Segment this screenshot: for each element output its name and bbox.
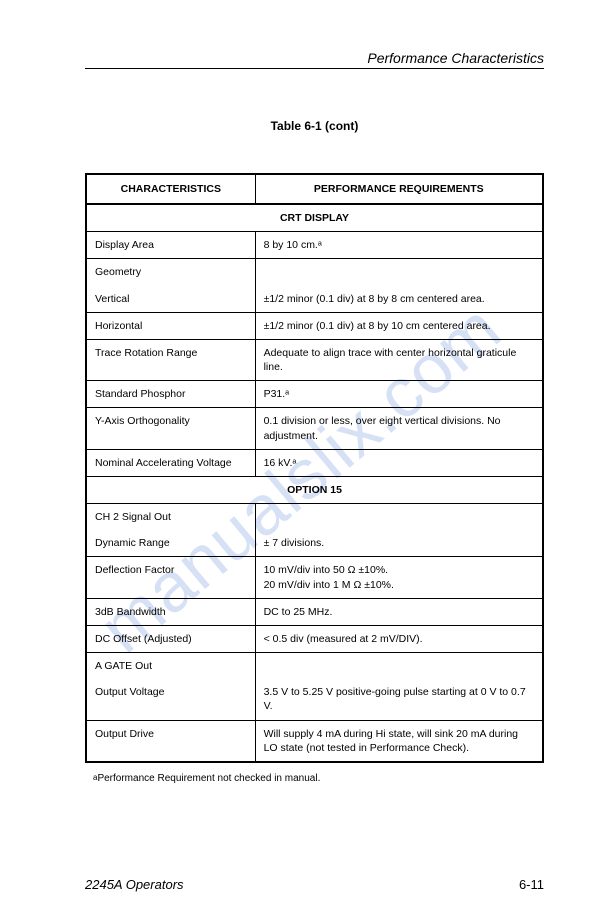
req-cell: 0.1 division or less, over eight vertica… (255, 408, 543, 449)
table-row: Vertical ±1/2 minor (0.1 div) at 8 by 8 … (86, 286, 543, 313)
table-row: Nominal Accelerating Voltage 16 kV.ᵃ (86, 449, 543, 476)
req-cell: ± 7 divisions. (255, 530, 543, 557)
req-cell: Will supply 4 mA during Hi state, will s… (255, 720, 543, 762)
req-cell: 16 kV.ᵃ (255, 449, 543, 476)
req-cell: < 0.5 div (measured at 2 mV/DIV). (255, 625, 543, 652)
footnote: aPerformance Requirement not checked in … (85, 773, 544, 784)
footer-left: 2245A Operators (85, 877, 184, 892)
req-cell: DC to 25 MHz. (255, 598, 543, 625)
page-footer: 2245A Operators 6-11 (85, 877, 544, 892)
table-row: CH 2 Signal Out (86, 504, 543, 531)
table-row: Trace Rotation Range Adequate to align t… (86, 339, 543, 380)
table-row: 3dB Bandwidth DC to 25 MHz. (86, 598, 543, 625)
char-cell: Vertical (86, 286, 255, 313)
table-header-row: CHARACTERISTICS PERFORMANCE REQUIREMENTS (86, 174, 543, 204)
req-cell (255, 653, 543, 680)
table-row: Display Area 8 by 10 cm.ᵃ (86, 232, 543, 259)
table-row: Output Voltage 3.5 V to 5.25 V positive-… (86, 679, 543, 720)
col-characteristics: CHARACTERISTICS (86, 174, 255, 204)
req-cell: ±1/2 minor (0.1 div) at 8 by 10 cm cente… (255, 312, 543, 339)
req-cell: P31.ᵃ (255, 381, 543, 408)
char-cell: Output Voltage (86, 679, 255, 720)
table-row: Standard Phosphor P31.ᵃ (86, 381, 543, 408)
table-caption: Table 6-1 (cont) (85, 119, 544, 133)
req-cell (255, 504, 543, 531)
req-cell: ±1/2 minor (0.1 div) at 8 by 8 cm center… (255, 286, 543, 313)
char-cell: Standard Phosphor (86, 381, 255, 408)
char-cell: Horizontal (86, 312, 255, 339)
table-row: Dynamic Range ± 7 divisions. (86, 530, 543, 557)
req-cell: Adequate to align trace with center hori… (255, 339, 543, 380)
table-row: Deflection Factor 10 mV/div into 50 Ω ±1… (86, 557, 543, 598)
col-requirements: PERFORMANCE REQUIREMENTS (255, 174, 543, 204)
char-cell: Deflection Factor (86, 557, 255, 598)
section-head: OPTION 15 (86, 476, 543, 503)
char-cell: Output Drive (86, 720, 255, 762)
req-cell: 10 mV/div into 50 Ω ±10%. 20 mV/div into… (255, 557, 543, 598)
section-head: CRT DISPLAY (86, 204, 543, 232)
char-cell: Display Area (86, 232, 255, 259)
footer-page-number: 6-11 (519, 877, 544, 892)
req-line1: 10 mV/div into 50 Ω ±10%. (264, 564, 389, 576)
char-cell: Y-Axis Orthogonality (86, 408, 255, 449)
page-header-title: Performance Characteristics (85, 50, 544, 69)
char-cell: Trace Rotation Range (86, 339, 255, 380)
req-cell: 8 by 10 cm.ᵃ (255, 232, 543, 259)
req-line2: 20 mV/div into 1 M Ω ±10%. (264, 579, 394, 591)
spec-table: CHARACTERISTICS PERFORMANCE REQUIREMENTS… (85, 173, 544, 763)
char-cell: Nominal Accelerating Voltage (86, 449, 255, 476)
footnote-text: Performance Requirement not checked in m… (97, 773, 320, 784)
char-cell: 3dB Bandwidth (86, 598, 255, 625)
char-cell: A GATE Out (86, 653, 255, 680)
table-row: Y-Axis Orthogonality 0.1 division or les… (86, 408, 543, 449)
char-cell: DC Offset (Adjusted) (86, 625, 255, 652)
table-row: A GATE Out (86, 653, 543, 680)
req-cell (255, 259, 543, 286)
table-row: Horizontal ±1/2 minor (0.1 div) at 8 by … (86, 312, 543, 339)
req-cell: 3.5 V to 5.25 V positive-going pulse sta… (255, 679, 543, 720)
table-row: Geometry (86, 259, 543, 286)
section-option15: OPTION 15 (86, 476, 543, 503)
char-cell: Dynamic Range (86, 530, 255, 557)
table-row: Output Drive Will supply 4 mA during Hi … (86, 720, 543, 762)
section-crt-display: CRT DISPLAY (86, 204, 543, 232)
char-cell: CH 2 Signal Out (86, 504, 255, 531)
page-content: Performance Characteristics Table 6-1 (c… (0, 0, 599, 814)
table-row: DC Offset (Adjusted) < 0.5 div (measured… (86, 625, 543, 652)
char-cell: Geometry (86, 259, 255, 286)
